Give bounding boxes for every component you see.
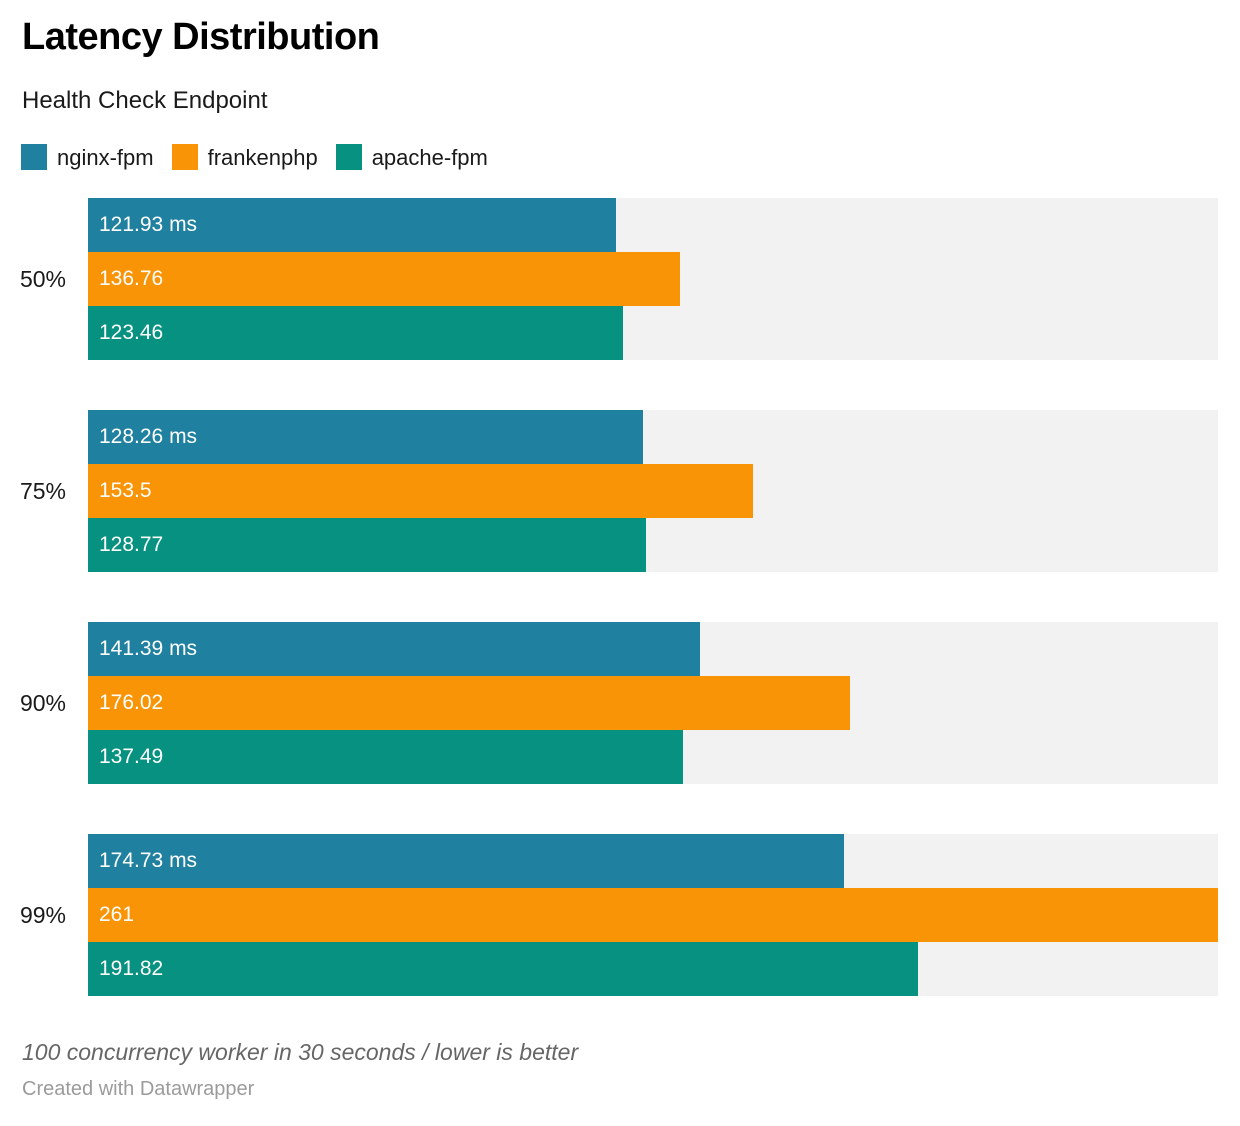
bar-group-99%: 99% 174.73 ms 261 191.82: [0, 834, 1240, 997]
footer-note: 100 concurrency worker in 30 seconds / l…: [22, 1039, 579, 1066]
chart-subtitle: Health Check Endpoint: [22, 86, 268, 114]
legend-swatch-apache-fpm: [335, 144, 362, 171]
legend-item-frankenphp: frankenphp: [171, 144, 318, 171]
value-label-apache-fpm-99%: 191.82: [99, 957, 164, 981]
value-label-frankenphp-50%: 136.76: [99, 267, 164, 291]
value-label-nginx-fpm-50%: 121.93 ms: [99, 213, 198, 237]
value-label-nginx-fpm-99%: 174.73 ms: [99, 849, 198, 873]
bar-group-90%: 90% 141.39 ms 176.02 137.49: [0, 622, 1240, 785]
value-label-frankenphp-75%: 153.5: [99, 479, 152, 503]
bar-group-75%: 75% 128.26 ms 153.5 128.77: [0, 410, 1240, 573]
value-label-frankenphp-90%: 176.02: [99, 691, 164, 715]
value-label-nginx-fpm-75%: 128.26 ms: [99, 425, 198, 449]
value-label-nginx-fpm-90%: 141.39 ms: [99, 637, 198, 661]
value-label-apache-fpm-90%: 137.49: [99, 745, 164, 769]
value-label-apache-fpm-50%: 123.46: [99, 321, 164, 345]
bar-frankenphp-75%[interactable]: 153.5: [88, 464, 753, 519]
chart-header: Latency Distribution Health Check Endpoi…: [22, 16, 1218, 115]
chart-title: Latency Distribution: [22, 16, 380, 58]
legend-item-apache-fpm: apache-fpm: [335, 144, 488, 171]
bar-nginx-fpm-99%[interactable]: 174.73 ms: [88, 834, 845, 889]
chart-footer: 100 concurrency worker in 30 seconds / l…: [22, 1038, 1218, 1101]
bar-track-75%: 128.26 ms 153.5 128.77: [88, 410, 1218, 573]
legend-label-apache-fpm: apache-fpm: [371, 145, 488, 171]
bar-nginx-fpm-90%[interactable]: 141.39 ms: [88, 622, 701, 677]
category-label-90%: 90%: [19, 689, 66, 716]
bar-apache-fpm-99%[interactable]: 191.82: [88, 942, 919, 997]
bar-nginx-fpm-50%[interactable]: 121.93 ms: [88, 198, 616, 253]
legend-swatch-frankenphp: [171, 144, 198, 171]
category-label-50%: 50%: [19, 265, 66, 292]
bar-track-50%: 121.93 ms 136.76 123.46: [88, 198, 1218, 361]
bar-frankenphp-90%[interactable]: 176.02: [88, 676, 851, 731]
datawrapper-credit-link[interactable]: Created with Datawrapper: [22, 1078, 255, 1101]
chart: 50% 121.93 ms 136.76 123.46 75% 128.26 ms 153.…: [0, 198, 1240, 997]
category-label-99%: 99%: [19, 901, 66, 928]
bar-apache-fpm-50%[interactable]: 123.46: [88, 306, 623, 361]
bar-group-50%: 50% 121.93 ms 136.76 123.46: [0, 198, 1240, 361]
legend-label-frankenphp: frankenphp: [207, 145, 318, 171]
bar-nginx-fpm-75%[interactable]: 128.26 ms: [88, 410, 644, 465]
value-label-frankenphp-99%: 261: [99, 903, 135, 927]
bar-frankenphp-99%[interactable]: 261: [88, 888, 1218, 943]
bar-apache-fpm-90%[interactable]: 137.49: [88, 730, 684, 785]
bar-apache-fpm-75%[interactable]: 128.77: [88, 518, 646, 573]
bar-frankenphp-50%[interactable]: 136.76: [88, 252, 681, 307]
legend-label-nginx-fpm: nginx-fpm: [57, 145, 154, 171]
bar-track-90%: 141.39 ms 176.02 137.49: [88, 622, 1218, 785]
legend-swatch-nginx-fpm: [21, 144, 47, 171]
category-label-75%: 75%: [19, 477, 66, 504]
legend: nginx-fpm frankenphp apache-fpm: [21, 144, 1218, 171]
value-label-apache-fpm-75%: 128.77: [99, 533, 164, 557]
legend-item-nginx-fpm: nginx-fpm: [21, 144, 154, 171]
bar-track-99%: 174.73 ms 261 191.82: [88, 834, 1218, 997]
